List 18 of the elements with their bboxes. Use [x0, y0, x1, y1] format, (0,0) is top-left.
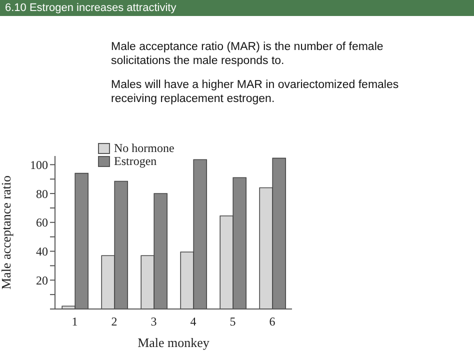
y-axis-title: Male acceptance ratio	[0, 175, 14, 290]
y-tick-label: 80	[36, 186, 48, 201]
x-tick-label: 6	[269, 314, 276, 329]
y-tick-label: 60	[36, 216, 48, 230]
y-tick-label: 20	[36, 273, 48, 288]
x-tick-label: 1	[72, 314, 78, 329]
text: Males will have a higher MAR in ovariectomized females receiving replacement estrogen.	[111, 78, 400, 106]
y-tick-label: 40	[36, 244, 48, 259]
x-axis-title: Male monkey	[138, 335, 210, 350]
x-tick-label: 5	[230, 314, 236, 329]
y-tick-label: 100	[30, 158, 48, 172]
text: Male acceptance ratio (MAR) is the number of female solicitations the male responds to.	[111, 40, 384, 68]
chart-title: 6.10 Estrogen increases attractivity	[0, 0, 474, 16]
x-tick-label: 3	[150, 314, 157, 329]
x-tick-label: 2	[111, 314, 118, 329]
x-tick-label: 4	[190, 314, 196, 329]
legend-label: No hormone	[114, 141, 174, 155]
legend-label: Estrogen	[114, 154, 157, 168]
